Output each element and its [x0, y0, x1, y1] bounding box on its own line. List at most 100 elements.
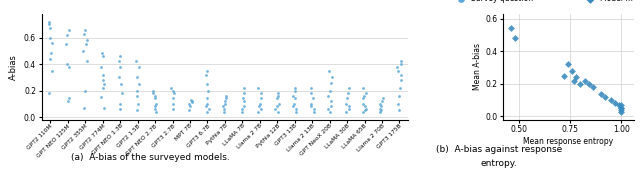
Point [256, 97, 266, 100]
Point [82, 60, 92, 63]
Point [44, 92, 54, 95]
Point [133, 83, 143, 85]
Point [114, 60, 124, 63]
Point [187, 101, 197, 104]
Point [616, 107, 627, 110]
Point [395, 87, 405, 89]
Point [134, 65, 145, 68]
Point [393, 102, 403, 105]
Point [326, 81, 336, 84]
Point [218, 105, 228, 108]
Point [132, 76, 142, 79]
Point [306, 102, 316, 105]
Point [202, 97, 212, 100]
Point [187, 100, 197, 103]
Point [358, 110, 368, 113]
Point [394, 109, 404, 112]
Point [150, 102, 161, 105]
Point [256, 108, 266, 110]
Point [361, 108, 371, 110]
Text: (b)  A-bias against response: (b) A-bias against response [436, 145, 563, 154]
Point [358, 97, 368, 100]
Point [616, 109, 627, 111]
Point [184, 102, 194, 105]
Point [150, 108, 160, 110]
Point [396, 63, 406, 65]
Point [44, 23, 54, 26]
Point [272, 97, 282, 100]
Point [358, 95, 369, 97]
Point [79, 106, 89, 109]
Point [170, 92, 180, 95]
Text: entropy.: entropy. [481, 159, 518, 168]
Point [79, 32, 89, 35]
Point [610, 102, 620, 105]
Point [202, 102, 212, 105]
Point [306, 87, 316, 89]
Point [289, 97, 300, 100]
Point [324, 89, 335, 92]
Point [45, 36, 56, 39]
Point [202, 83, 212, 85]
Point [326, 100, 336, 103]
Point [62, 34, 72, 36]
Point [273, 95, 283, 97]
Y-axis label: A-bias: A-bias [10, 54, 19, 80]
Point [97, 73, 108, 76]
Point [47, 42, 58, 44]
Point [132, 95, 142, 97]
Point [340, 110, 351, 113]
Point [253, 105, 264, 108]
Point [290, 89, 300, 92]
Point [115, 76, 125, 79]
Point [255, 92, 266, 95]
Legend: Model m: Model m [582, 0, 632, 3]
Point [510, 37, 520, 40]
Point [82, 39, 92, 42]
Point [271, 105, 282, 108]
Point [202, 69, 212, 72]
Point [291, 108, 301, 110]
Point [344, 108, 354, 110]
Point [358, 102, 368, 105]
Point [151, 110, 161, 113]
Point [325, 110, 335, 113]
Point [99, 83, 109, 85]
Point [168, 89, 179, 92]
Point [340, 102, 351, 105]
Point [204, 89, 214, 92]
Point [97, 65, 107, 68]
Point [288, 95, 298, 97]
Point [376, 105, 386, 108]
Point [150, 95, 160, 97]
Point [375, 102, 385, 105]
Point [323, 108, 333, 110]
Point [98, 87, 108, 89]
Point [253, 87, 264, 89]
Point [63, 100, 73, 103]
Point [376, 109, 387, 112]
Text: (a)  A-bias of the surveyed models.: (a) A-bias of the surveyed models. [71, 153, 230, 162]
Point [221, 97, 231, 100]
Point [46, 69, 56, 72]
Point [614, 104, 625, 106]
Point [78, 49, 88, 52]
Point [64, 65, 74, 68]
Point [506, 27, 516, 30]
Point [572, 76, 582, 79]
Point [185, 105, 195, 108]
Point [239, 100, 249, 103]
Point [133, 102, 143, 105]
Y-axis label: Mean A-bias: Mean A-bias [473, 43, 482, 90]
Point [220, 102, 230, 105]
Point [44, 20, 54, 23]
Point [65, 28, 75, 31]
Point [255, 102, 265, 105]
Point [360, 109, 371, 112]
Point [97, 55, 108, 57]
Point [168, 97, 179, 100]
Point [273, 92, 284, 95]
Point [596, 92, 606, 95]
Point [606, 99, 616, 102]
Point [219, 108, 229, 110]
